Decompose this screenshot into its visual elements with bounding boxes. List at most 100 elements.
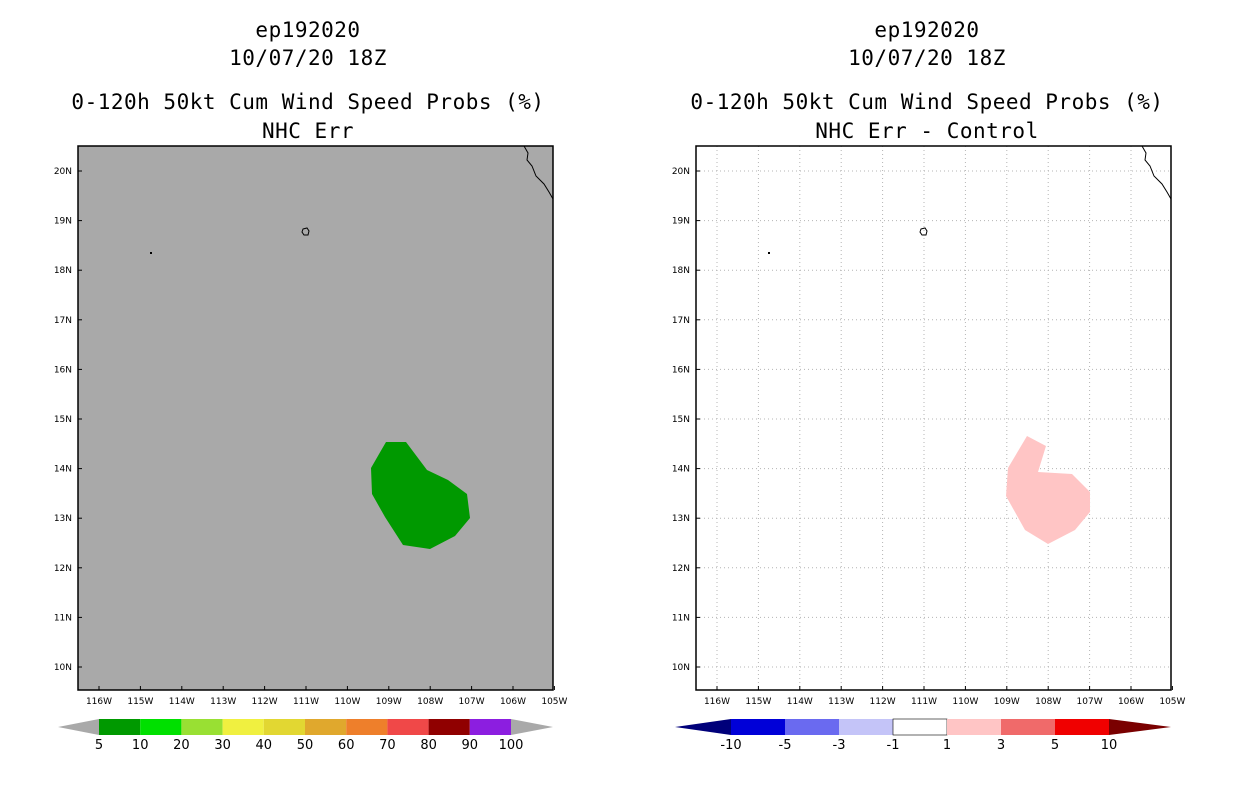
datetime-title: 10/07/20 18Z <box>848 46 1006 70</box>
lon-label: 108W <box>417 697 443 707</box>
lon-label: 112W <box>252 697 278 707</box>
lon-label: 112W <box>870 697 896 707</box>
storm-id-title: ep192020 <box>255 18 361 42</box>
lon-label: 110W <box>952 697 978 707</box>
lat-label: 17N <box>672 316 690 326</box>
lon-label: 107W <box>1077 697 1103 707</box>
map-frame <box>77 145 554 691</box>
lat-label: 16N <box>672 365 690 375</box>
lat-label: 13N <box>54 514 72 524</box>
colorbar-label: 50 <box>297 738 314 753</box>
coastline <box>1141 145 1172 200</box>
lon-label: 116W <box>704 697 730 707</box>
colorbar-label: -3 <box>833 738 846 753</box>
colorbar-box <box>785 719 839 735</box>
lon-label: 114W <box>787 697 813 707</box>
colorbar-box <box>1001 719 1055 735</box>
lon-label: 111W <box>293 697 319 707</box>
lon-label: 105W <box>541 697 567 707</box>
lon-label: 110W <box>334 697 360 707</box>
colorbar-under-arrow <box>58 719 99 735</box>
colorbar-box <box>181 719 223 735</box>
colorbar-box <box>222 719 264 735</box>
map-figure: 20N 19N 18N 17N 16N 15N 14N 13N 12N 11N 10N 116W 115… <box>54 145 568 753</box>
left-map-panel: ep192020 10/07/20 18Z 0-120h 50kt Cum Wi… <box>54 18 568 753</box>
lat-lon-grid <box>696 146 1171 690</box>
colorbar-over-arrow <box>1109 719 1171 735</box>
datetime-title: 10/07/20 18Z <box>229 46 387 70</box>
lon-label: 115W <box>127 697 153 707</box>
lon-label: 105W <box>1159 697 1185 707</box>
colorbar-label: 5 <box>1051 738 1059 753</box>
lat-label: 11N <box>54 613 72 623</box>
colorbar-label: 80 <box>420 738 437 753</box>
colorbar-box <box>387 719 429 735</box>
probability-shaded-region <box>1006 436 1090 544</box>
probability-shaded-region <box>371 442 470 549</box>
colorbar-box <box>99 719 141 735</box>
map-background <box>696 146 1171 690</box>
colorbar-box <box>1055 719 1109 735</box>
lon-label: 109W <box>994 697 1020 707</box>
colorbar-box <box>140 719 182 735</box>
colorbar-label: 40 <box>256 738 273 753</box>
lat-label: 15N <box>672 415 690 425</box>
colorbar-label: 10 <box>1101 738 1118 753</box>
lat-label: 19N <box>54 217 72 227</box>
lon-label: 106W <box>1118 697 1144 707</box>
lat-label: 11N <box>672 613 690 623</box>
colorbar-label: -1 <box>887 738 900 753</box>
lat-label: 13N <box>672 514 690 524</box>
colorbar-label: 1 <box>943 738 951 753</box>
lon-label: 113W <box>828 697 854 707</box>
lon-label: 106W <box>500 697 526 707</box>
lat-label: 18N <box>54 266 72 276</box>
lat-label: 12N <box>54 564 72 574</box>
lon-label: 111W <box>911 697 937 707</box>
colorbar-box <box>839 719 893 735</box>
lon-label: 109W <box>376 697 402 707</box>
colorbar-label: 90 <box>462 738 479 753</box>
lat-label: 12N <box>672 564 690 574</box>
lat-label: 17N <box>54 316 72 326</box>
colorbar-label: 60 <box>338 738 355 753</box>
product-title: 0-120h 50kt Cum Wind Speed Probs (%) <box>71 90 545 114</box>
storm-id-title: ep192020 <box>874 18 980 42</box>
colorbar-label: 10 <box>132 738 149 753</box>
lat-label: 15N <box>54 415 72 425</box>
island-outline <box>301 227 310 236</box>
lon-label: 116W <box>86 697 112 707</box>
lat-label: 20N <box>672 167 690 177</box>
colorbar-box <box>892 718 948 736</box>
colorbar-box <box>305 719 347 735</box>
colorbar-box <box>346 719 388 735</box>
colorbar-label: -5 <box>779 738 792 753</box>
lat-label: 20N <box>54 167 72 177</box>
colorbar-label: 30 <box>214 738 231 753</box>
colorbar-label: 3 <box>997 738 1005 753</box>
island-marker <box>768 252 770 254</box>
lat-label: 19N <box>672 217 690 227</box>
colorbar-label: -10 <box>720 738 741 753</box>
colorbar-box <box>469 719 511 735</box>
colorbar-label: 5 <box>95 738 103 753</box>
colorbar-under-arrow <box>675 719 731 735</box>
colorbar-box <box>263 719 305 735</box>
lon-label: 108W <box>1035 697 1061 707</box>
island-marker <box>150 252 152 254</box>
lon-label: 107W <box>459 697 485 707</box>
subtitle: NHC Err - Control <box>815 119 1039 143</box>
lat-label: 18N <box>672 266 690 276</box>
lat-label: 16N <box>54 365 72 375</box>
lon-label: 115W <box>745 697 771 707</box>
colorbar-box <box>428 719 470 735</box>
colorbar-label: 70 <box>379 738 396 753</box>
map-frame <box>695 145 1172 691</box>
lon-label: 113W <box>210 697 236 707</box>
subtitle: NHC Err <box>261 119 354 143</box>
lat-label: 14N <box>54 465 72 475</box>
colorbar-box <box>731 719 785 735</box>
lon-label: 114W <box>169 697 195 707</box>
colorbar-label: 100 <box>499 738 524 753</box>
coastline <box>523 145 554 200</box>
